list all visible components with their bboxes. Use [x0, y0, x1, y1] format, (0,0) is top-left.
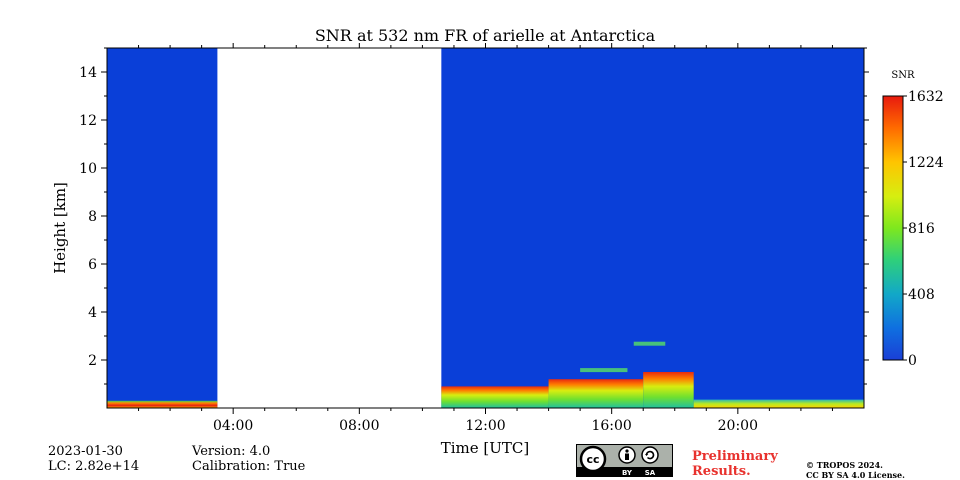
x-axis: 04:00 08:00 12:00 16:00 20:00 [138, 43, 833, 434]
x-axis-label: Time [UTC] [441, 439, 530, 457]
copyright-line-1: © TROPOS 2024. [806, 460, 883, 470]
y-axis-label: Height [km] [51, 182, 69, 274]
plot-area [106, 47, 865, 409]
y-tick-label-14: 14 [79, 65, 97, 81]
preliminary-notice: Preliminary Results. [692, 449, 778, 479]
calibration-label: Calibration: True [192, 459, 306, 474]
cloud-streak-5 [633, 341, 666, 346]
y-tick-label-8: 8 [88, 209, 97, 225]
by-label: BY [622, 469, 633, 477]
colorbar-tick-label-408: 408 [908, 287, 935, 303]
no-data-gap [217, 48, 442, 408]
sa-icon [641, 446, 659, 464]
boundary-layer-4 [693, 399, 864, 408]
colorbar-tick-label-0: 0 [908, 353, 917, 369]
copyright-notice: © TROPOS 2024. CC BY SA 4.0 License. [806, 460, 905, 480]
y-axis: 2 4 6 8 10 12 14 [79, 47, 869, 385]
sa-label: SA [645, 469, 656, 477]
y-tick-label-2: 2 [88, 353, 97, 369]
y-tick-label-6: 6 [88, 257, 97, 273]
colorbar-label: SNR [891, 70, 915, 81]
cc-icon-text: cc [586, 453, 599, 466]
colorbar-tick-label-816: 816 [908, 221, 935, 237]
x-tick-label-8: 08:00 [339, 418, 379, 434]
cloud-streak-6 [580, 368, 628, 373]
x-tick-label-20: 20:00 [718, 418, 758, 434]
cc-license-badge: cc BY SA [576, 444, 673, 477]
colorbar: SNR 0 408 816 1224 1632 [882, 70, 944, 369]
boundary-layer-1 [441, 386, 549, 408]
boundary-layer-2 [548, 379, 644, 408]
chart-title: SNR at 532 nm FR of arielle at Antarctic… [315, 26, 656, 45]
x-tick-label-16: 16:00 [591, 418, 631, 434]
lidar-constant-label: LC: 2.82e+14 [48, 459, 140, 474]
cc-icon [579, 445, 607, 473]
y-tick-label-10: 10 [79, 161, 97, 177]
y-tick-label-4: 4 [88, 305, 97, 321]
boundary-layer-3 [643, 372, 694, 408]
date-label: 2023-01-30 [48, 444, 123, 459]
boundary-layer-0 [107, 400, 218, 408]
colorbar-tick-label-1224: 1224 [908, 155, 944, 171]
colorbar-gradient [882, 95, 904, 361]
preliminary-line-1: Preliminary [692, 449, 778, 464]
version-label: Version: 4.0 [192, 444, 271, 459]
colorbar-tick-label-1632: 1632 [908, 89, 944, 105]
x-tick-label-4: 04:00 [213, 418, 253, 434]
preliminary-line-2: Results. [692, 464, 751, 479]
y-tick-label-12: 12 [79, 113, 97, 129]
copyright-line-2: CC BY SA 4.0 License. [806, 470, 905, 480]
x-tick-label-12: 12:00 [465, 418, 505, 434]
